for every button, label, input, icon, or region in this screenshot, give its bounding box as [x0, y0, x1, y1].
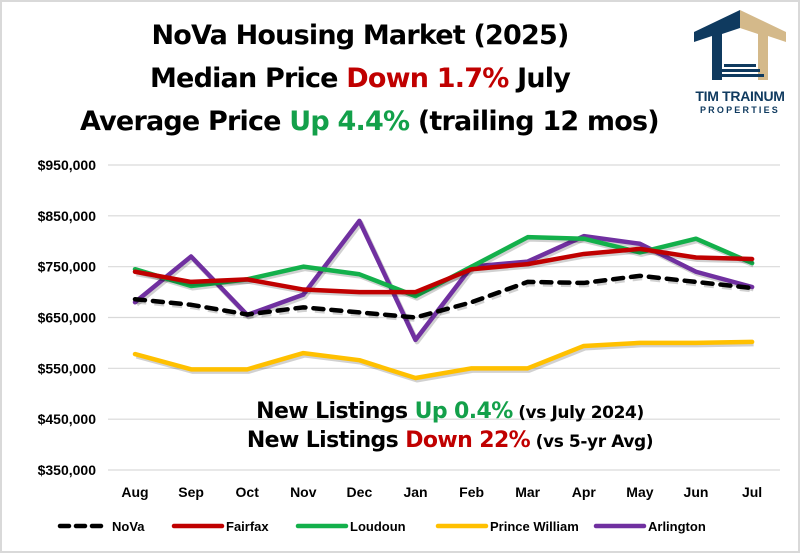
gridlines	[108, 164, 780, 471]
title-line-1: NoVa Housing Market (2025)	[151, 20, 569, 51]
x-tick-label: Aug	[121, 484, 148, 500]
median-price-headline: Median Price Down 1.7% July	[80, 57, 640, 100]
chart-title-block: NoVa Housing Market (2025) Median Price …	[80, 14, 660, 143]
median-suffix: July	[508, 63, 571, 94]
series-line-nova	[132, 273, 755, 320]
x-tick-label: Jul	[742, 484, 762, 500]
x-tick-label: Mar	[515, 484, 540, 500]
x-tick-label: Nov	[290, 484, 317, 500]
listings-5yr-change: Down 22%	[405, 428, 531, 453]
series-line-fairfax	[132, 246, 755, 295]
average-change: Up 4.4%	[289, 106, 410, 137]
average-label: Average Price	[80, 106, 290, 137]
logo-name: TIM TRAINUM	[695, 88, 785, 104]
x-tick-label: Oct	[236, 484, 260, 500]
y-tick-label: $350,000	[38, 462, 97, 478]
average-suffix: (trailing 12 mos)	[409, 106, 660, 137]
listings-label: New Listings	[256, 399, 415, 424]
x-tick-label: Feb	[459, 484, 484, 500]
legend-label-nova: NoVa	[112, 519, 145, 534]
company-logo: TIM TRAINUM PROPERTIES	[684, 4, 796, 124]
chart-title: NoVa Housing Market (2025)	[80, 14, 640, 57]
listings-yoy-suffix: (vs July 2024)	[512, 403, 644, 423]
y-tick-label: $950,000	[38, 157, 97, 173]
y-tick-label: $550,000	[38, 360, 97, 376]
series-line-prince-william	[132, 339, 755, 381]
x-tick-label: Jun	[684, 484, 709, 500]
listings-5yr-suffix: (vs 5-yr Avg)	[530, 432, 654, 452]
median-label: Median Price	[149, 63, 347, 94]
new-listings-yoy: New Listings Up 0.4% (vs July 2024)	[150, 398, 750, 427]
median-change: Down 1.7%	[346, 63, 509, 94]
listings-yoy-change: Up 0.4%	[414, 399, 514, 424]
legend-label-loudoun: Loudoun	[350, 519, 406, 534]
legend-label-arlington: Arlington	[648, 519, 706, 534]
x-tick-label: Sep	[178, 484, 204, 500]
listings-label: New Listings	[246, 428, 406, 453]
y-tick-label: $450,000	[38, 411, 97, 427]
x-axis-ticks: Aug Sep Oct Nov Dec Jan Feb Mar Apr May Jun Jul	[121, 484, 762, 500]
columns-logo-icon	[694, 10, 786, 80]
x-tick-label: Jan	[403, 484, 427, 500]
y-tick-label: $850,000	[38, 208, 97, 224]
average-price-headline: Average Price Up 4.4% (trailing 12 mos)	[80, 100, 660, 143]
legend-label-prince-william: Prince William	[490, 519, 579, 534]
legend-label-fairfax: Fairfax	[226, 519, 269, 534]
legend: NoVa Fairfax Loudoun Prince William Arlingto…	[57, 519, 706, 534]
x-tick-label: May	[626, 484, 653, 500]
y-axis-ticks: $950,000 $850,000 $750,000 $650,000 $550,000…	[38, 157, 97, 478]
y-tick-label: $750,000	[38, 259, 97, 275]
x-tick-label: Apr	[572, 484, 597, 500]
y-tick-label: $650,000	[38, 310, 97, 326]
logo-subtitle: PROPERTIES	[699, 105, 780, 115]
new-listings-5yr: New Listings Down 22% (vs 5-yr Avg)	[150, 427, 750, 456]
series-lines	[132, 218, 755, 383]
x-tick-label: Dec	[347, 484, 373, 500]
listings-annotation: New Listings Up 0.4% (vs July 2024) New …	[150, 398, 750, 456]
